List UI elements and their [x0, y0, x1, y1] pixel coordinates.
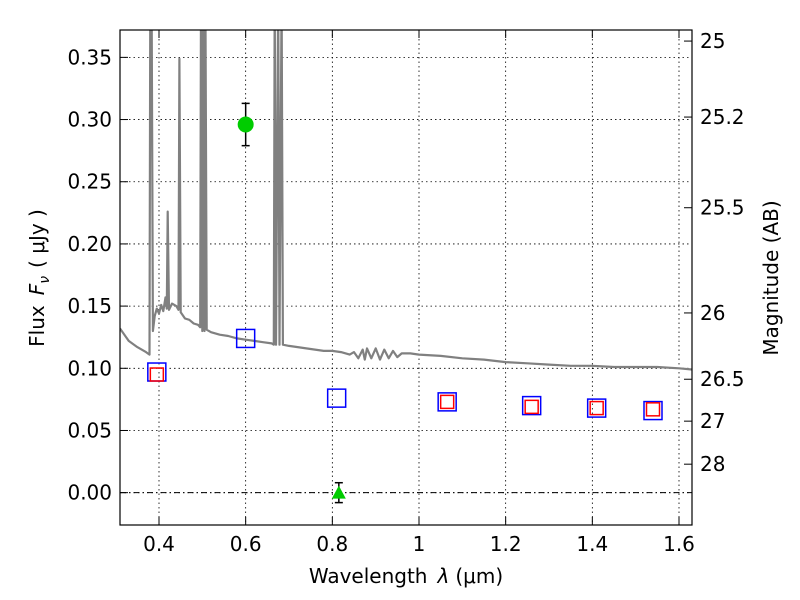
- observed-flux-marker: [586, 398, 607, 418]
- y-axis-label: FluxFν( μJy ): [25, 209, 53, 347]
- y-tick-label: 0.00: [67, 481, 112, 505]
- y2-tick-label: 26.5: [700, 367, 745, 391]
- observed-flux-marker: [521, 395, 542, 416]
- model-photometry-marker: [149, 367, 165, 382]
- y2-tick-label: 28: [700, 452, 725, 476]
- model-spectrum-line: [120, 30, 692, 371]
- y-tick-label: 0.15: [67, 294, 112, 318]
- x-tick-label: 0.8: [316, 532, 348, 556]
- y2-tick-label: 25.2: [700, 105, 745, 129]
- model-photometry-marker: [589, 400, 604, 416]
- y2-axis-label: Magnitude (AB): [759, 200, 783, 355]
- y-tick-label: 0.10: [67, 356, 112, 380]
- observed-flux-marker: [235, 328, 256, 349]
- plot-area: [120, 30, 692, 494]
- markers: [147, 102, 663, 504]
- model-photometry-marker: [645, 402, 661, 417]
- grid: [120, 30, 692, 525]
- x-tick-label: 0.4: [143, 532, 175, 556]
- x-tick-label: 1.2: [490, 532, 522, 556]
- model-photometry-marker: [439, 394, 455, 410]
- y2-tick-label: 27: [700, 409, 725, 433]
- detection-marker: [237, 116, 254, 133]
- y2-tick-label: 25.5: [700, 196, 745, 220]
- observed-flux-marker: [643, 400, 663, 421]
- x-tick-label: 1.6: [663, 532, 695, 556]
- x-axis-label: Wavelength λ (μm): [309, 564, 503, 588]
- x-tick-label: 0.6: [230, 532, 262, 556]
- observed-flux-marker: [326, 388, 347, 408]
- upper-limit-marker: [331, 485, 346, 499]
- y-tick-label: 0.25: [67, 170, 112, 194]
- y-tick-label: 0.20: [67, 232, 112, 256]
- plot-frame: [119, 29, 693, 526]
- y2-tick-label: 26: [700, 301, 725, 325]
- x-tick-label: 1: [413, 532, 426, 556]
- model-photometry-marker: [524, 399, 539, 415]
- y-tick-label: 0.05: [67, 418, 112, 442]
- x-tick-label: 1.4: [576, 532, 608, 556]
- tick-labels: 0.4 0.6 0.8 1 1.2 1.4 1.6 0.00 0.05 0.10 0.15 0.20 0…: [67, 29, 744, 556]
- y2-tick-label: 25: [700, 29, 725, 53]
- observed-flux-marker: [437, 392, 457, 412]
- ticks: [120, 30, 692, 525]
- y-tick-label: 0.30: [67, 108, 112, 132]
- y-tick-label: 0.35: [67, 45, 112, 69]
